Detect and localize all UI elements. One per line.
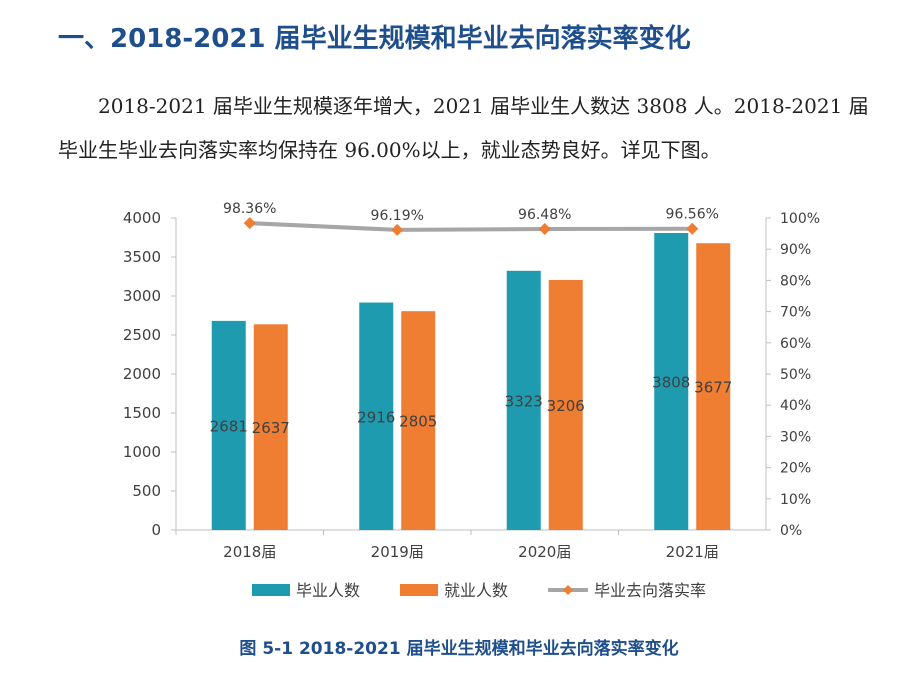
- bar-employed: [401, 311, 436, 530]
- bar-graduates: [211, 320, 246, 530]
- rate-data-label: 98.36%: [223, 201, 276, 217]
- section-heading: 一、2018-2021 届毕业生规模和毕业去向落实率变化: [58, 24, 691, 54]
- legend-swatch: [252, 584, 290, 596]
- y2-tick-label: 100%: [780, 211, 820, 227]
- bar-graduates: [506, 270, 541, 530]
- rate-data-label: 96.48%: [518, 207, 571, 223]
- bar-graduates: [654, 232, 689, 530]
- y-tick-label: 2000: [123, 365, 161, 383]
- y-tick-label: 0: [151, 521, 161, 539]
- rate-data-label: 96.56%: [666, 207, 719, 223]
- rate-marker: [391, 223, 404, 236]
- x-tick-label: 2021届: [666, 543, 719, 561]
- rate-marker: [538, 222, 551, 235]
- y2-tick-label: 90%: [780, 242, 811, 258]
- bar-employed: [253, 324, 288, 530]
- y2-tick-label: 50%: [780, 367, 811, 383]
- x-tick-label: 2019届: [371, 543, 424, 561]
- legend-swatch: [400, 584, 438, 596]
- bar-employed: [548, 279, 583, 530]
- legend-marker: [563, 585, 573, 595]
- y-tick-label: 1000: [123, 443, 161, 461]
- x-tick-label: 2020届: [518, 543, 571, 561]
- y2-tick-label: 40%: [780, 398, 811, 414]
- y2-tick-label: 20%: [780, 461, 811, 477]
- y2-tick-label: 10%: [780, 492, 811, 508]
- legend-label: 就业人数: [444, 581, 508, 600]
- bar-data-label: 2916: [357, 408, 395, 426]
- rate-marker: [243, 217, 256, 230]
- rate-line: [249, 221, 693, 232]
- rate-data-label: 96.19%: [371, 208, 424, 224]
- bar-data-label: 2805: [399, 413, 437, 431]
- y2-tick-label: 70%: [780, 305, 811, 321]
- y2-tick-label: 30%: [780, 429, 811, 445]
- bar-employed: [696, 243, 731, 530]
- y-tick-label: 3000: [123, 287, 161, 305]
- y2-tick-label: 80%: [780, 273, 811, 289]
- y-tick-label: 3500: [123, 248, 161, 266]
- y2-tick-label: 0%: [780, 523, 802, 539]
- bar-data-label: 3323: [505, 392, 543, 410]
- bar-data-label: 2637: [252, 419, 290, 437]
- y-tick-label: 500: [132, 482, 161, 500]
- y-tick-label: 4000: [123, 209, 161, 227]
- y-tick-label: 1500: [123, 404, 161, 422]
- bar-data-label: 3808: [652, 373, 690, 391]
- combo-chart: 0 500 1000 1500 2000 2500 3000 3500 4000 0% 10% 20%…: [123, 201, 820, 600]
- rate-marker: [686, 222, 699, 235]
- legend-label: 毕业去向落实率: [594, 581, 706, 600]
- bar-data-label: 2681: [210, 417, 248, 435]
- y2-tick-label: 60%: [780, 336, 811, 352]
- figure-caption: 图 5-1 2018-2021 届毕业生规模和毕业去向落实率变化: [239, 639, 679, 659]
- bar-data-label: 3677: [694, 379, 732, 397]
- bar-data-label: 3206: [547, 397, 585, 415]
- bar-graduates: [359, 302, 394, 530]
- intro-paragraph: 2018-2021 届毕业生规模逐年增大，2021 届毕业生人数达 3808 人…: [58, 94, 869, 162]
- y-tick-label: 2500: [123, 326, 161, 344]
- x-tick-label: 2018届: [223, 543, 276, 561]
- legend-label: 毕业人数: [296, 581, 360, 600]
